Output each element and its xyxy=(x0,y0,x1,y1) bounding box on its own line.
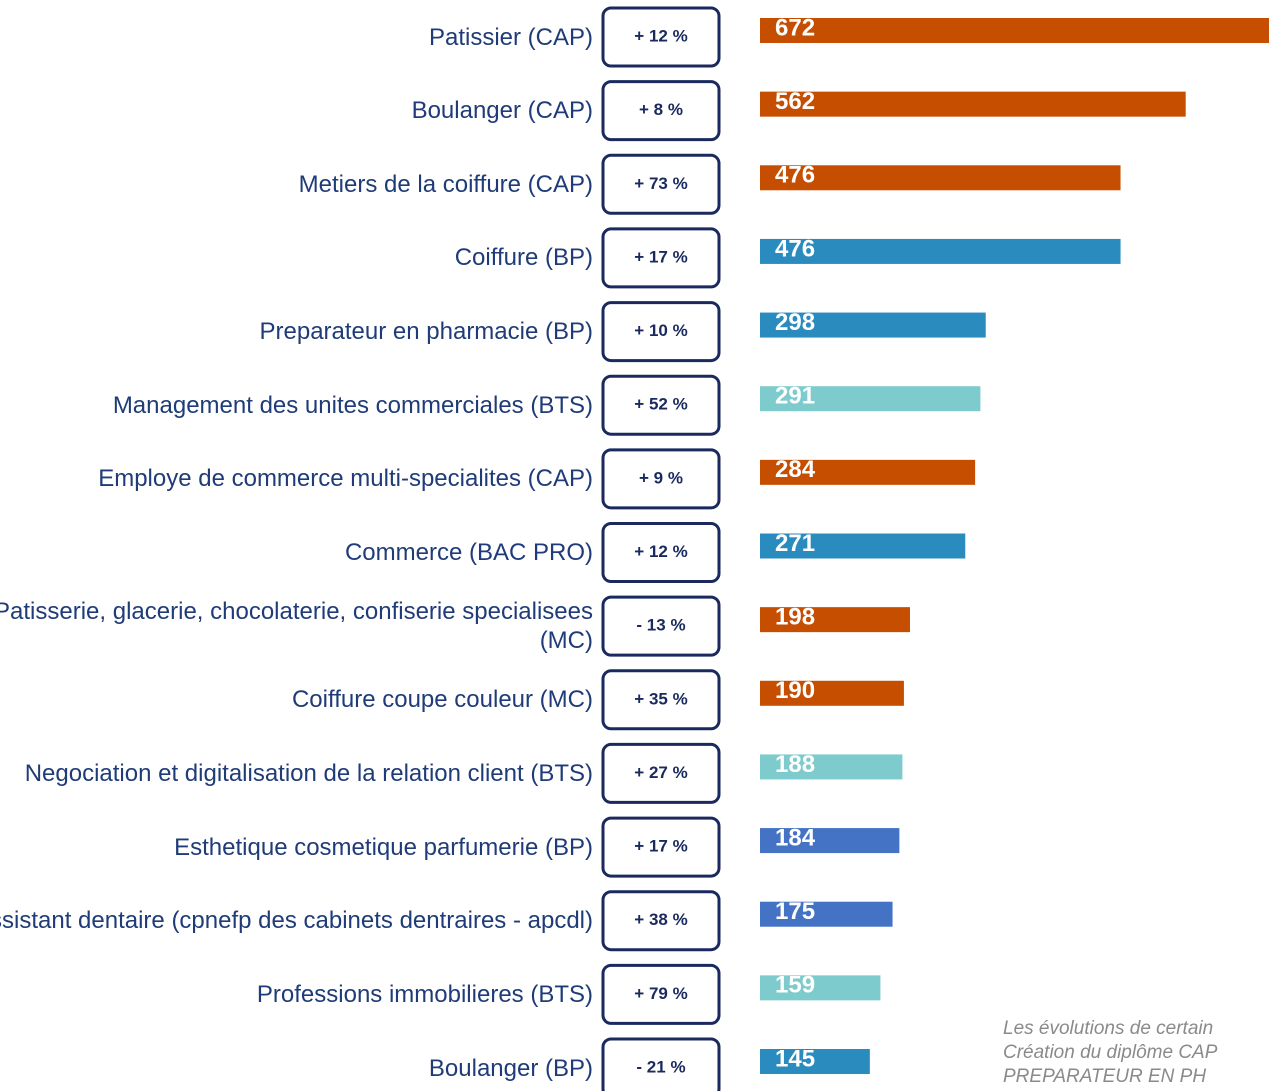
change-label: + 52 % xyxy=(634,395,687,414)
change-badge xyxy=(601,522,721,583)
change-badge xyxy=(601,595,721,657)
change-label: + 73 % xyxy=(634,174,687,193)
change-badge xyxy=(601,153,721,215)
bar xyxy=(760,828,900,854)
bar xyxy=(760,607,910,633)
bar xyxy=(760,386,981,412)
category-label: Management des unites commerciales (BTS) xyxy=(112,391,593,419)
value-label: 562 xyxy=(775,88,815,115)
change-badge xyxy=(601,80,721,142)
bar xyxy=(760,975,881,1001)
bar xyxy=(760,754,903,780)
change-label: + 10 % xyxy=(634,321,687,340)
category-label: Coiffure coupe couleur (MC) xyxy=(291,686,593,714)
category-label: Boulanger (CAP) xyxy=(411,97,593,125)
change-badge xyxy=(601,227,721,289)
change-label: + 17 % xyxy=(634,247,687,266)
category-label: Coiffure (BP) xyxy=(454,244,593,272)
change-badge xyxy=(601,669,721,731)
change-badge xyxy=(601,963,721,1025)
value-label: 175 xyxy=(775,898,815,925)
category-label: Boulanger (BP) xyxy=(428,1054,593,1082)
category-label: Commerce (BAC PRO) xyxy=(344,539,593,566)
change-badge xyxy=(601,374,721,436)
change-label: - 13 % xyxy=(636,616,685,635)
category-label: Negociation et digitalisation de la rela… xyxy=(24,759,593,787)
bar xyxy=(760,901,893,927)
change-label: + 27 % xyxy=(634,763,687,782)
category-label: Metiers de la coiffure (CAP) xyxy=(298,170,593,198)
bar xyxy=(760,680,904,706)
change-label: + 35 % xyxy=(634,689,687,708)
change-label: + 79 % xyxy=(634,984,687,1003)
bar xyxy=(760,533,966,559)
value-label: 476 xyxy=(775,162,815,189)
value-label: 298 xyxy=(775,309,815,336)
bar xyxy=(760,18,1269,43)
category-label: Patissier (CAP) xyxy=(428,23,593,51)
category-label: Patisserie, glacerie, chocolaterie, conf… xyxy=(0,598,593,655)
value-label: 190 xyxy=(775,677,815,704)
value-label: 184 xyxy=(775,824,816,851)
change-badge xyxy=(601,448,721,510)
change-label: + 12 % xyxy=(634,26,687,45)
bar xyxy=(760,91,1186,117)
value-label: 145 xyxy=(775,1045,815,1072)
value-label: 188 xyxy=(775,751,815,778)
value-label: 672 xyxy=(775,14,815,41)
change-badge xyxy=(601,6,721,68)
value-label: 291 xyxy=(775,383,815,410)
note-line: PREPARATEUR EN PH xyxy=(1003,1066,1207,1087)
category-label: Assistant dentaire (cpnefp des cabinets … xyxy=(0,907,593,935)
category-label: Employe de commerce multi-specialites (C… xyxy=(98,465,593,493)
category-label: Esthetique cosmetique parfumerie (BP) xyxy=(174,833,593,861)
category-label: Professions immobilieres (BTS) xyxy=(256,980,593,1008)
change-badge xyxy=(601,301,721,363)
change-label: + 8 % xyxy=(639,100,683,119)
bar xyxy=(760,459,976,485)
value-label: 476 xyxy=(775,235,815,262)
bar xyxy=(760,1049,870,1074)
change-label: + 12 % xyxy=(634,542,687,561)
change-label: - 21 % xyxy=(636,1057,685,1076)
change-label: + 17 % xyxy=(634,837,687,856)
change-badge xyxy=(601,742,721,804)
value-label: 159 xyxy=(775,972,815,999)
note-line: Les évolutions de certain xyxy=(1003,1018,1214,1039)
value-label: 284 xyxy=(775,456,816,483)
note-line: Création du diplôme CAP xyxy=(1003,1042,1218,1063)
bar xyxy=(760,165,1121,191)
bar xyxy=(760,238,1121,264)
change-badge xyxy=(601,890,721,952)
value-label: 198 xyxy=(775,603,815,630)
change-label: + 38 % xyxy=(634,910,687,929)
category-label: Preparateur en pharmacie (BP) xyxy=(259,318,594,346)
bar xyxy=(760,312,986,338)
value-label: 271 xyxy=(775,530,815,557)
change-label: + 9 % xyxy=(639,468,683,487)
change-badge xyxy=(601,1037,721,1091)
change-badge xyxy=(601,816,721,878)
